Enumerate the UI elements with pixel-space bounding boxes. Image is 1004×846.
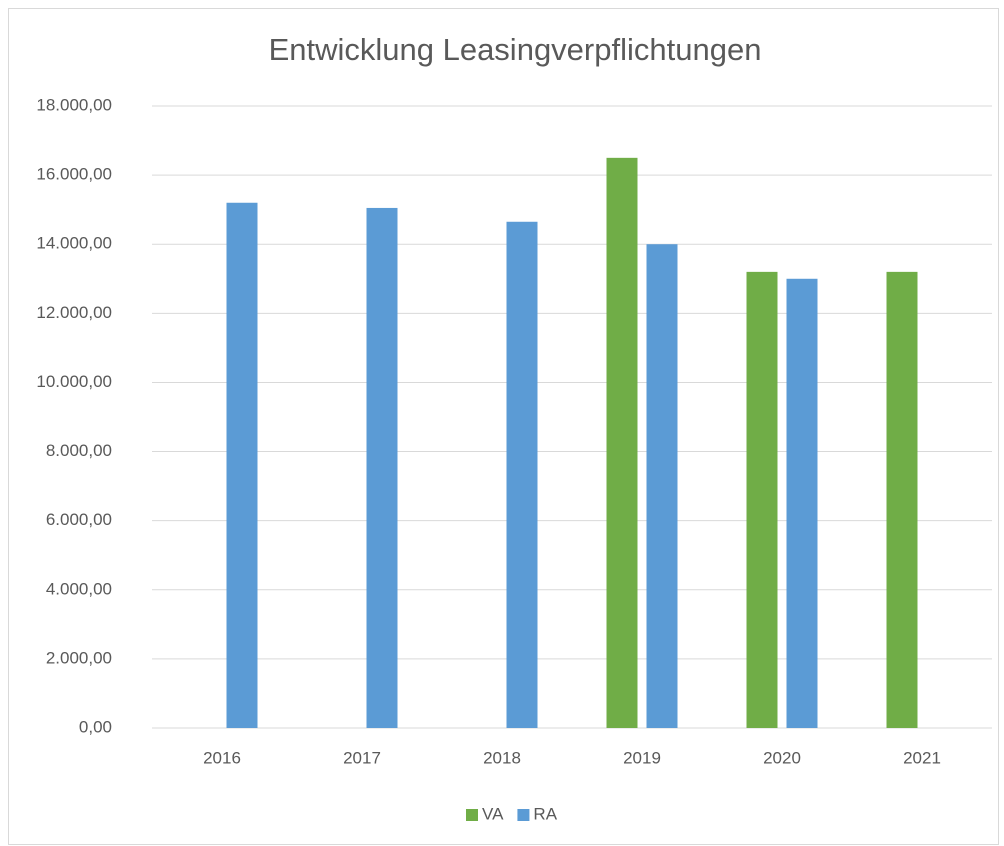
bar bbox=[746, 271, 778, 728]
y-tick-label: 16.000,00 bbox=[36, 165, 112, 184]
y-tick-label: 2.000,00 bbox=[46, 648, 112, 667]
y-tick-label: 14.000,00 bbox=[36, 234, 112, 253]
x-tick-label: 2020 bbox=[763, 748, 801, 767]
y-tick-label: 8.000,00 bbox=[46, 441, 112, 460]
legend-swatch bbox=[517, 809, 530, 821]
legend-label: VA bbox=[482, 804, 504, 823]
chart-frame bbox=[8, 8, 999, 845]
bar bbox=[366, 207, 398, 728]
x-tick-label: 2021 bbox=[903, 748, 941, 767]
chart-title: Entwicklung Leasingverpflichtungen bbox=[269, 32, 762, 67]
bar bbox=[786, 278, 818, 728]
y-tick-label: 4.000,00 bbox=[46, 579, 112, 598]
bar bbox=[886, 271, 918, 728]
x-tick-label: 2017 bbox=[343, 748, 381, 767]
y-tick-label: 6.000,00 bbox=[46, 510, 112, 529]
legend-swatch bbox=[466, 809, 478, 821]
x-tick-label: 2019 bbox=[623, 748, 661, 767]
y-tick-label: 0,00 bbox=[79, 717, 112, 736]
y-tick-label: 12.000,00 bbox=[36, 303, 112, 322]
x-tick-label: 2016 bbox=[203, 748, 241, 767]
bar bbox=[226, 202, 258, 728]
bar bbox=[646, 244, 678, 728]
bar bbox=[606, 157, 638, 729]
x-tick-label: 2018 bbox=[483, 748, 521, 767]
y-tick-label: 10.000,00 bbox=[36, 372, 112, 391]
legend-label: RA bbox=[533, 804, 557, 823]
bar bbox=[506, 221, 538, 728]
y-tick-label: 18.000,00 bbox=[36, 95, 112, 114]
